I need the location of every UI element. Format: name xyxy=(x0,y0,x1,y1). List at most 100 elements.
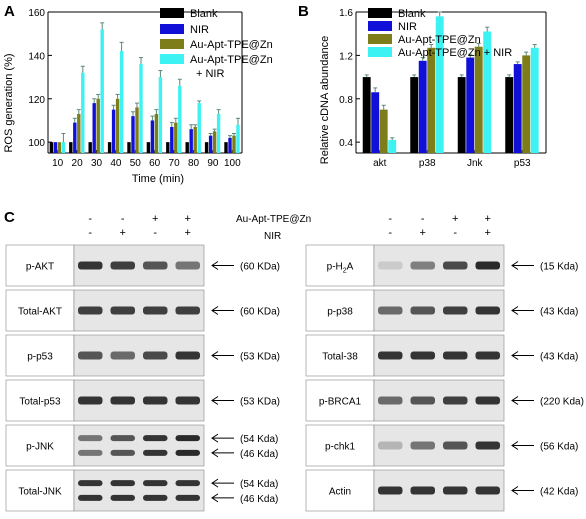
chart-a-ylabel: ROS generation (%) xyxy=(3,53,15,152)
blot-band xyxy=(143,435,168,442)
bar xyxy=(457,77,466,153)
blot-row-label: Total-JNK xyxy=(18,487,62,498)
y-tick-label: 1.6 xyxy=(339,8,353,19)
blot-header-sign: + xyxy=(420,227,426,239)
x-tick-label: akt xyxy=(373,158,387,169)
blot-band xyxy=(110,494,135,501)
bar xyxy=(139,64,143,153)
blot-header-sign: - xyxy=(388,213,392,225)
chart-b: Relative cDNA abundance 0.4 0.8 1.2 1.6 akt p… xyxy=(319,8,547,169)
blot-size-label: (43 Kda) xyxy=(540,352,578,363)
blot-row-label: p-p38 xyxy=(327,307,353,318)
bar xyxy=(204,142,209,153)
blot-band xyxy=(378,306,403,315)
blot-band xyxy=(110,480,135,487)
blot-label-box xyxy=(5,289,75,332)
blot-band xyxy=(410,306,435,315)
y-tick-label: 100 xyxy=(28,138,45,149)
blot-band xyxy=(110,261,135,270)
bar xyxy=(466,57,475,153)
legend-a-au-swatch xyxy=(160,39,184,49)
bar xyxy=(127,142,131,153)
blot-band xyxy=(475,486,500,495)
blot-band xyxy=(78,435,103,442)
bar xyxy=(388,139,397,153)
blot-band xyxy=(110,449,135,456)
bar xyxy=(197,103,201,153)
blot-size-label: (220 Kda) xyxy=(540,397,584,408)
blot-label-box xyxy=(5,334,75,377)
bar xyxy=(107,142,112,153)
blot-label-box xyxy=(305,379,375,422)
bar xyxy=(174,122,178,153)
blot-band xyxy=(143,306,168,315)
x-tick-label: Jnk xyxy=(467,158,484,169)
legend-a-aunir-swatch xyxy=(160,54,184,64)
blot-size-label: (54 Kda) xyxy=(240,434,278,445)
legend-b-nir-swatch xyxy=(368,21,392,31)
blot-size-label: (53 KDa) xyxy=(240,352,280,363)
blot-band xyxy=(78,351,103,360)
blot-header-sign: - xyxy=(121,213,125,225)
blot-band xyxy=(175,435,200,442)
blot-label-box xyxy=(5,469,75,512)
blot-row-label: p-JNK xyxy=(26,442,54,453)
chart-b-ylabel: Relative cDNA abundance xyxy=(319,36,331,164)
blot-band xyxy=(443,486,468,495)
bar xyxy=(53,142,58,153)
bar xyxy=(208,135,213,153)
x-tick-label: 10 xyxy=(52,158,64,169)
bar xyxy=(224,142,228,153)
bar xyxy=(77,113,81,153)
blot-arrow-head xyxy=(211,396,219,405)
blot-band xyxy=(110,396,135,405)
bar xyxy=(49,142,54,153)
blot-band xyxy=(175,480,200,487)
blot-band xyxy=(175,396,200,405)
bar xyxy=(150,120,155,153)
blot-header-sign: + xyxy=(185,213,191,225)
bar xyxy=(111,109,116,153)
bar xyxy=(410,77,419,153)
blot-arrow-head xyxy=(211,478,219,488)
blot-header-sign: - xyxy=(153,227,157,239)
blot-row-label: p-chk1 xyxy=(325,442,355,453)
blot-band xyxy=(443,306,468,315)
x-tick-label: p38 xyxy=(419,158,436,169)
bar xyxy=(131,116,135,153)
blot-band xyxy=(410,441,435,450)
blot-size-label: (53 KDa) xyxy=(240,397,280,408)
blot-row-label-main: p-H xyxy=(327,262,343,273)
blot-band xyxy=(78,261,103,270)
blot-band xyxy=(443,396,468,405)
blot-label-box xyxy=(305,289,375,332)
blot-header-sign: + xyxy=(485,213,491,225)
bar xyxy=(96,98,100,153)
blot-band xyxy=(110,351,135,360)
blot-band xyxy=(143,396,168,405)
bar xyxy=(418,60,427,153)
bar xyxy=(435,16,444,154)
legend-a-aunir-label1: Au-Apt-TPE@Zn xyxy=(190,54,273,66)
blot-size-label: (60 KDa) xyxy=(240,307,280,318)
blot-header-au-label: Au-Apt-TPE@Zn xyxy=(236,214,311,225)
blot-header: Au-Apt-TPE@Zn NIR xyxy=(236,214,311,242)
y-tick-label: 1.2 xyxy=(339,51,353,62)
bar xyxy=(154,113,159,153)
legend-b-aunir-swatch xyxy=(368,47,392,57)
bar xyxy=(216,113,221,153)
legend-a-nir-swatch xyxy=(160,24,184,34)
bar xyxy=(232,135,236,153)
x-tick-label: 70 xyxy=(169,158,181,169)
blot-band xyxy=(475,351,500,360)
blot-header-sign: - xyxy=(421,213,425,225)
blot-band xyxy=(378,351,403,360)
blot-row-label-tail: A xyxy=(347,262,354,273)
blot-row-label: p-H2A xyxy=(327,262,354,275)
bar xyxy=(530,47,539,153)
blot-band xyxy=(443,351,468,360)
legend-a-blank-swatch xyxy=(160,8,184,18)
blot-row-label: p-AKT xyxy=(26,262,54,273)
blot-arrow-head xyxy=(211,351,219,360)
